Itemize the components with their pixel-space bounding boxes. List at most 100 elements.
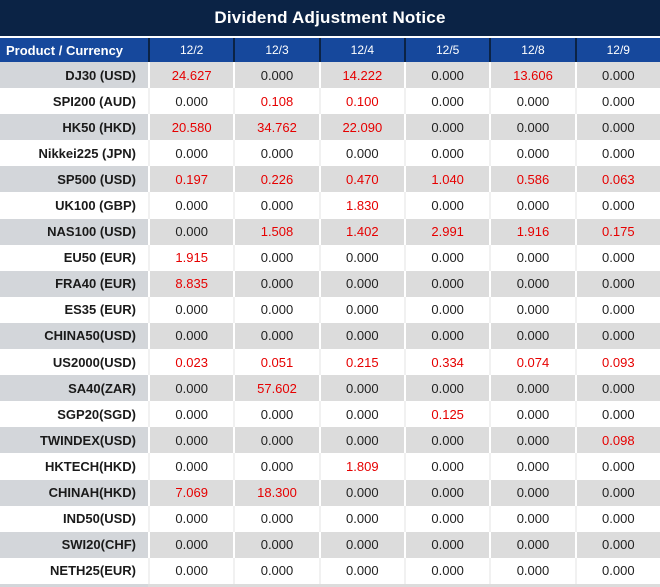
value-cell: 0.000 — [489, 244, 574, 271]
value-cell: 1.402 — [318, 218, 404, 245]
value-cell: 0.125 — [403, 401, 489, 428]
value-cell: 0.000 — [489, 427, 574, 454]
value-cell: 0.000 — [403, 114, 489, 141]
value-cell: 0.197 — [148, 166, 233, 193]
value-cell: 0.470 — [318, 166, 404, 193]
value-cell: 0.000 — [489, 192, 574, 219]
product-cell: SP500 (USD) — [0, 166, 148, 193]
value-cell: 0.000 — [489, 296, 574, 323]
column-header-date-6: 12/9 — [574, 38, 660, 62]
value-cell: 0.000 — [574, 401, 660, 428]
product-cell: EU50 (EUR) — [63, 250, 136, 266]
value-cell: 0.000 — [403, 62, 489, 89]
value-cell: 0.000 — [233, 505, 318, 532]
product-cell: SGP20(SGD) — [57, 406, 136, 422]
column-header-date-1: 12/2 — [148, 38, 233, 62]
table-row: SP500 (USD) 0.197 0.226 0.470 1.040 0.586 0.06… — [0, 166, 660, 193]
table-row: EU50 (EUR) 1.915 0.000 0.000 0.000 0.000 0.000 — [0, 244, 660, 271]
value-cell: 0.000 — [574, 531, 660, 558]
value-cell: 7.069 — [148, 479, 233, 506]
value-cell: 0.000 — [489, 88, 574, 115]
table-row: NAS100 (USD) 0.000 1.508 1.402 2.991 1.916 0.1… — [0, 218, 660, 245]
value-cell: 0.108 — [233, 88, 318, 115]
value-cell: 0.000 — [233, 557, 318, 584]
value-cell: 0.000 — [403, 531, 489, 558]
column-header-product: Product / Currency — [6, 42, 124, 58]
value-cell: 0.000 — [574, 244, 660, 271]
value-cell: 0.000 — [318, 531, 404, 558]
table-row: NETH25(EUR) 0.000 0.000 0.000 0.000 0.000 0.00… — [0, 557, 660, 584]
value-cell: 0.000 — [489, 557, 574, 584]
value-cell: 0.074 — [489, 349, 574, 376]
product-cell: HKTECH(HKD) — [45, 458, 136, 474]
value-cell: 0.000 — [489, 479, 574, 506]
value-cell: 0.000 — [403, 505, 489, 532]
value-cell: 0.000 — [148, 531, 233, 558]
title-bar: Dividend Adjustment Notice — [0, 0, 660, 38]
value-cell: 0.000 — [489, 453, 574, 480]
product-cell: SA40(ZAR) — [0, 375, 148, 402]
value-cell: 0.000 — [318, 244, 404, 271]
value-cell: 0.000 — [574, 62, 660, 89]
value-cell: 0.215 — [318, 349, 404, 376]
table-row: CHINA50(USD) 0.000 0.000 0.000 0.000 0.000 0.0… — [0, 322, 660, 350]
table-row: SPI200 (AUD) 0.000 0.108 0.100 0.000 0.000 0.0… — [0, 88, 660, 115]
column-header-date-3: 12/4 — [318, 38, 404, 62]
column-header-date-2: 12/3 — [233, 38, 318, 62]
value-cell: 0.000 — [233, 140, 318, 167]
value-cell: 20.580 — [148, 114, 233, 141]
value-cell: 0.000 — [318, 140, 404, 167]
value-cell: 0.000 — [574, 505, 660, 532]
value-cell: 24.627 — [148, 62, 233, 89]
value-cell: 0.000 — [233, 453, 318, 480]
page-title: Dividend Adjustment Notice — [214, 8, 446, 27]
value-cell: 0.000 — [403, 427, 489, 454]
value-cell: 0.000 — [233, 244, 318, 271]
product-cell: Nikkei225 (JPN) — [38, 145, 136, 161]
value-cell: 0.000 — [574, 557, 660, 584]
value-cell: 0.000 — [148, 375, 233, 402]
value-cell: 1.830 — [318, 192, 404, 219]
product-cell: CHINA50(USD) — [0, 322, 148, 350]
product-cell: ES35 (EUR) — [64, 302, 136, 318]
table-row: US2000(USD) 0.023 0.051 0.215 0.334 0.074 0.09… — [0, 349, 660, 376]
value-cell: 1.508 — [233, 218, 318, 245]
value-cell: 0.000 — [489, 322, 574, 350]
product-cell: SPI200 (AUD) — [52, 93, 136, 109]
value-cell: 0.000 — [148, 322, 233, 350]
value-cell: 0.000 — [403, 322, 489, 350]
value-cell: 0.000 — [403, 296, 489, 323]
table-row: HKTECH(HKD) 0.000 0.000 1.809 0.000 0.000 0.00… — [0, 453, 660, 480]
value-cell: 0.000 — [489, 505, 574, 532]
value-cell: 57.602 — [233, 375, 318, 402]
value-cell: 0.586 — [489, 166, 574, 193]
column-header-date-5: 12/8 — [489, 38, 574, 62]
value-cell: 0.226 — [233, 166, 318, 193]
product-cell: UK100 (GBP) — [55, 198, 136, 214]
product-cell: SWI20(CHF) — [0, 531, 148, 558]
value-cell: 0.000 — [233, 427, 318, 454]
table-row: SA40(ZAR) 0.000 57.602 0.000 0.000 0.000 0.000 — [0, 375, 660, 402]
value-cell: 0.000 — [403, 244, 489, 271]
value-cell: 1.915 — [148, 244, 233, 271]
value-cell: 0.000 — [403, 192, 489, 219]
value-cell: 1.809 — [318, 453, 404, 480]
value-cell: 0.000 — [318, 479, 404, 506]
product-cell: NETH25(EUR) — [50, 563, 136, 579]
value-cell: 0.000 — [574, 453, 660, 480]
value-cell: 0.000 — [233, 192, 318, 219]
value-cell: 0.000 — [574, 322, 660, 350]
value-cell: 0.000 — [148, 192, 233, 219]
value-cell: 0.000 — [148, 505, 233, 532]
value-cell: 0.051 — [233, 349, 318, 376]
value-cell: 0.000 — [574, 479, 660, 506]
value-cell: 0.000 — [489, 140, 574, 167]
table-row: HK50 (HKD) 20.580 34.762 22.090 0.000 0.000 0.… — [0, 114, 660, 141]
product-cell: HK50 (HKD) — [0, 114, 148, 141]
value-cell: 1.916 — [489, 218, 574, 245]
value-cell: 0.000 — [148, 140, 233, 167]
table-row: ES35 (EUR) 0.000 0.000 0.000 0.000 0.000 0.000 — [0, 296, 660, 323]
value-cell: 0.063 — [574, 166, 660, 193]
value-cell: 0.000 — [148, 427, 233, 454]
